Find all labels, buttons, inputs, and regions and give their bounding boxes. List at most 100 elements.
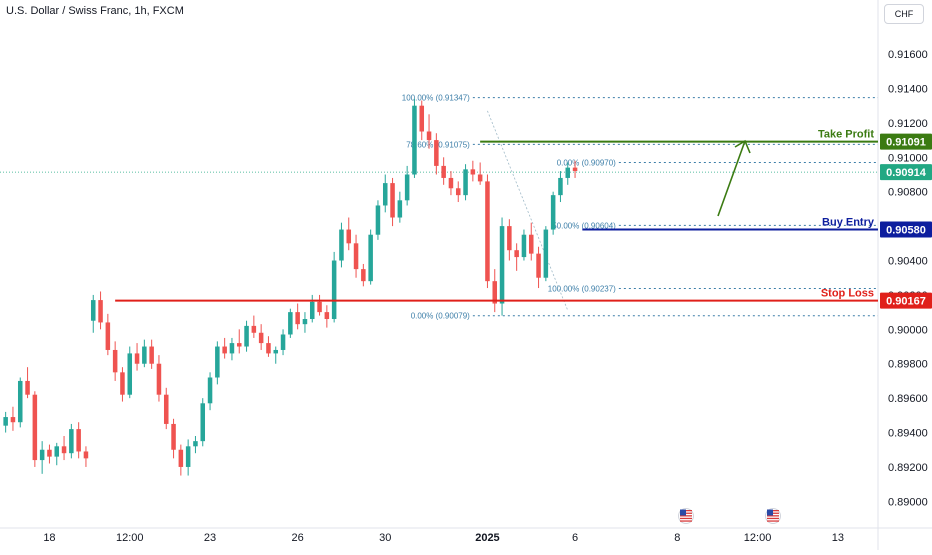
candle-body	[3, 417, 8, 426]
candle-body	[368, 234, 373, 282]
candle-body	[112, 349, 118, 373]
y-tick-label: 0.91200	[888, 118, 928, 130]
candle-body	[397, 200, 403, 218]
x-tick-label: 30	[379, 532, 391, 544]
level-label: Take Profit	[818, 129, 874, 141]
candle-body	[514, 250, 519, 258]
candle-body	[251, 325, 257, 333]
level-price-tag	[880, 292, 932, 309]
chart-title: U.S. Dollar / Swiss Franc, 1h, FXCM	[6, 5, 184, 17]
candle-body	[455, 188, 461, 196]
projection-arrow	[717, 140, 746, 217]
y-tick-label: 0.91000	[888, 152, 928, 164]
candle-body	[309, 301, 315, 320]
candle-body	[572, 167, 578, 172]
candle-body	[302, 319, 308, 325]
candle-body	[10, 417, 16, 423]
candle-body	[565, 167, 571, 178]
candle-body	[83, 451, 89, 459]
level-price-label: 0.91091	[886, 137, 926, 149]
candle-body	[528, 234, 534, 254]
x-tick-label: 12:00	[116, 532, 144, 544]
current-price-label: 0.90914	[886, 167, 927, 179]
candle-body	[382, 183, 388, 206]
current-price-tag	[880, 164, 932, 181]
candle-body	[492, 281, 498, 304]
level-price-label: 0.90580	[886, 225, 926, 237]
candle-body	[244, 325, 249, 347]
candle-body	[185, 446, 191, 467]
candle-body	[317, 301, 322, 313]
candle-body	[236, 343, 242, 347]
candle-body	[178, 449, 184, 467]
level-price-tag	[880, 221, 932, 238]
candle-body	[448, 177, 454, 189]
candle-body	[61, 446, 67, 454]
fib-level-label: 0.00% (0.90970)	[557, 158, 616, 167]
candle-body	[120, 372, 125, 395]
x-tick-label: 6	[572, 532, 578, 544]
candle-body	[76, 429, 81, 452]
candle-body	[193, 441, 198, 447]
y-tick-label: 0.90000	[888, 324, 928, 336]
candle-body	[98, 300, 103, 323]
candle-body	[142, 346, 147, 364]
candle-body	[361, 269, 366, 282]
candle-body	[288, 312, 293, 335]
fib-level-label: 0.00% (0.90079)	[411, 312, 470, 321]
candle-body	[324, 312, 330, 320]
candle-body	[507, 226, 512, 251]
candle-body	[171, 423, 176, 450]
projection-arrowhead	[734, 139, 751, 154]
candle-body	[499, 226, 505, 304]
candle-body	[47, 449, 52, 457]
candle-body	[69, 429, 74, 454]
candle-body	[215, 346, 220, 378]
candle-body	[149, 346, 154, 364]
candle-body	[105, 322, 111, 350]
fib-level-label: 100.00% (0.91347)	[402, 94, 470, 103]
candle-body	[39, 449, 45, 461]
candle-body	[434, 140, 439, 166]
candle-body	[441, 165, 446, 178]
candle-body	[258, 332, 264, 344]
level-label: Stop Loss	[821, 288, 874, 300]
candle-body	[134, 353, 140, 364]
x-tick-label: 8	[674, 532, 680, 544]
candle-body	[127, 353, 133, 395]
candle-body	[295, 312, 300, 325]
candle-body	[17, 380, 23, 423]
candle-body	[470, 169, 476, 175]
us-flag-event-icon[interactable]	[765, 508, 781, 524]
y-tick-label: 0.89200	[888, 462, 928, 474]
candle-body	[25, 380, 30, 395]
fib-level-label: 50.00% (0.90604)	[552, 221, 616, 230]
candle-body	[273, 349, 279, 354]
candle-body	[54, 446, 60, 457]
candle-body	[404, 174, 410, 201]
candle-body	[266, 343, 271, 354]
candle-body	[222, 346, 227, 354]
y-tick-label: 0.91400	[888, 83, 928, 95]
candle-body	[156, 363, 162, 395]
candle-body	[485, 181, 490, 282]
candle-body	[339, 229, 344, 261]
candle-body	[390, 183, 395, 218]
fib-level-label: 100.00% (0.90237)	[548, 285, 616, 294]
y-tick-label: 0.91600	[888, 49, 928, 61]
y-tick-label: 0.90400	[888, 256, 928, 268]
x-tick-label: 2025	[475, 532, 499, 544]
x-tick-label: 23	[204, 532, 216, 544]
candle-body	[375, 205, 381, 235]
candle-body	[229, 343, 235, 354]
candle-body	[550, 195, 556, 230]
y-tick-label: 0.89800	[888, 359, 928, 371]
candle-body	[200, 403, 206, 442]
currency-button[interactable]: CHF	[884, 4, 924, 24]
y-tick-label: 0.89000	[888, 496, 928, 508]
candle-body	[412, 105, 417, 175]
level-price-tag	[880, 133, 932, 150]
us-flag-event-icon[interactable]	[678, 508, 694, 524]
